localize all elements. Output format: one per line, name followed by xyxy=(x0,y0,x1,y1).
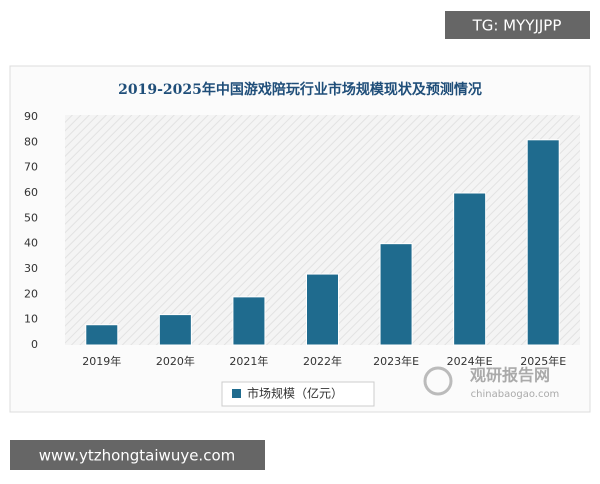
bar xyxy=(158,314,192,346)
y-tick-label: 70 xyxy=(24,161,38,174)
legend-swatch xyxy=(232,389,241,398)
x-tick-label: 2020年 xyxy=(156,354,195,368)
tg-text: TG: MYYJJPP xyxy=(472,17,562,35)
bar xyxy=(526,139,560,346)
y-tick-label: 30 xyxy=(24,262,38,275)
chart-title: 2019-2025年中国游戏陪玩行业市场规模现状及预测情况 xyxy=(118,81,482,98)
x-tick-label: 2021年 xyxy=(229,354,268,368)
y-tick-label: 50 xyxy=(24,211,38,224)
site-text: www.ytzhongtaiwuye.com xyxy=(39,447,235,465)
y-tick-label: 90 xyxy=(24,110,38,123)
brand-url: chinabaogao.com xyxy=(471,389,560,400)
y-tick-label: 10 xyxy=(24,313,38,326)
y-tick-label: 40 xyxy=(24,237,38,250)
brand-text: 观研报告网 xyxy=(470,366,550,385)
bar xyxy=(306,273,339,346)
x-tick-label: 2022年 xyxy=(303,354,342,368)
bar xyxy=(232,296,266,346)
legend-label: 市场规模（亿元） xyxy=(247,386,343,401)
tg-badge xyxy=(445,11,590,39)
bar xyxy=(85,324,119,346)
x-tick-label: 2019年 xyxy=(82,354,121,368)
bar xyxy=(379,243,413,346)
y-tick-label: 0 xyxy=(31,338,38,351)
y-tick-label: 80 xyxy=(24,135,38,148)
brand-logo xyxy=(423,366,453,396)
bar xyxy=(453,192,487,346)
x-tick-label: 2023年E xyxy=(373,354,419,368)
legend-box xyxy=(221,381,375,407)
y-tick-label: 60 xyxy=(24,186,38,199)
x-tick-label: 2025年E xyxy=(520,354,566,368)
y-tick-label: 20 xyxy=(24,287,38,300)
site-badge xyxy=(10,440,265,470)
x-tick-label: 2024年E xyxy=(447,354,493,368)
